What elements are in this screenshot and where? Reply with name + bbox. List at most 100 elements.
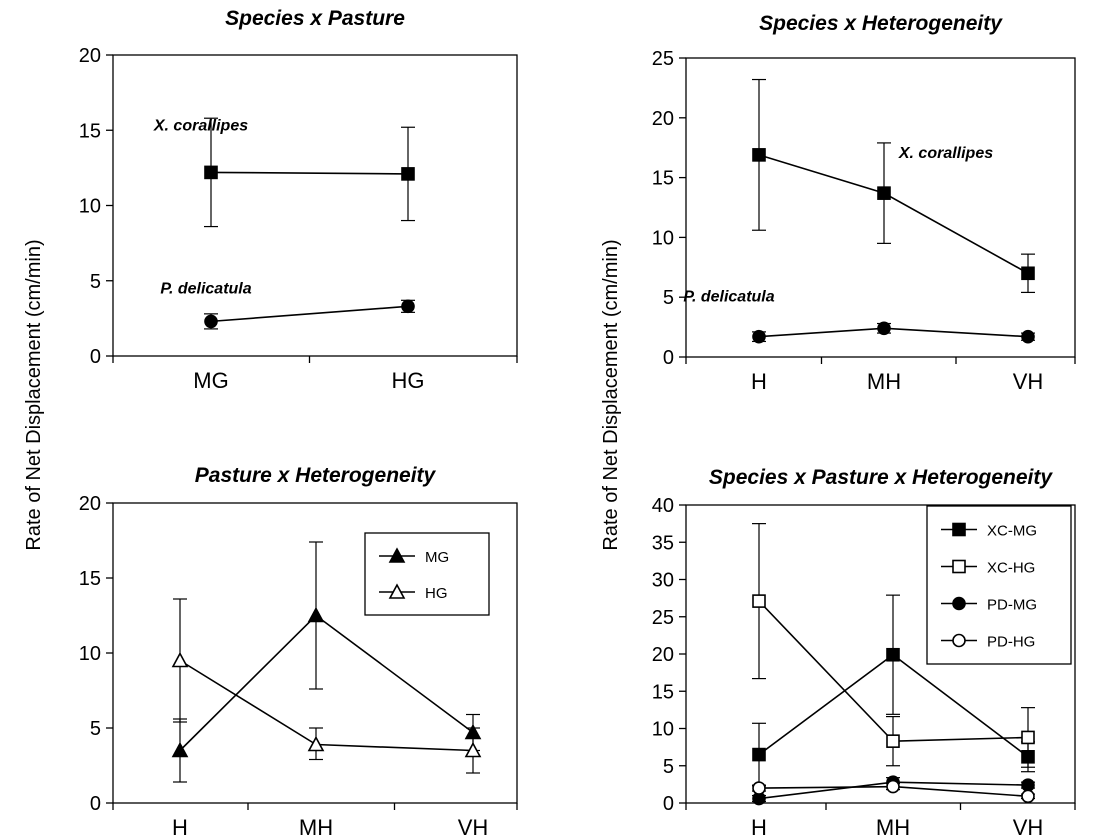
y-tick-label: 30 — [652, 570, 674, 592]
legend-label: HG — [425, 585, 448, 602]
legend-label: PD-HG — [987, 634, 1035, 651]
data-point — [877, 321, 891, 336]
panel-2: Species x Heterogeneity 0 5 10 15 20 25 H MH VH X.… — [652, 12, 1076, 394]
y-tick-label: 0 — [663, 793, 674, 815]
data-point — [886, 647, 900, 662]
series-annotation: X. corallipes — [153, 117, 248, 134]
y-tick-label: 25 — [652, 607, 674, 629]
legend-marker — [952, 596, 966, 611]
x-tick-label: MH — [299, 815, 333, 838]
x-tick-label: VH — [1013, 369, 1044, 394]
panel-4: Species x Pasture x Heterogeneity 0 5 10 15 2… — [652, 466, 1076, 838]
data-point — [752, 329, 766, 344]
series-x-corallipes — [752, 78, 1035, 294]
series-x-corallipes — [204, 117, 415, 228]
legend-label: MG — [425, 549, 449, 566]
y-tick-label: 20 — [652, 644, 674, 666]
data-point — [752, 747, 766, 762]
y-tick-label: 15 — [652, 681, 674, 703]
legend-marker — [388, 583, 406, 599]
series-hg — [171, 598, 482, 774]
y-tick-label: 10 — [79, 196, 101, 218]
legend-label: XC-MG — [987, 523, 1037, 540]
data-point — [1021, 730, 1035, 745]
x-tick-label: VH — [1013, 815, 1044, 838]
y-tick-label: 5 — [90, 271, 101, 293]
y-tick-label: 0 — [90, 346, 101, 368]
data-point — [307, 735, 325, 752]
series-p-delicatula — [752, 321, 1035, 344]
data-point — [1021, 778, 1035, 792]
y-tick-label: 10 — [79, 643, 101, 665]
panel-title: Species x Pasture x Heterogeneity — [709, 466, 1053, 489]
x-tick-label: H — [172, 815, 188, 838]
series-annotation: P. delicatula — [160, 280, 251, 297]
y-tick-label: 10 — [652, 719, 674, 741]
data-point — [464, 741, 482, 758]
x-tick-label: H — [751, 815, 767, 838]
legend-marker — [388, 547, 406, 563]
panel-1: Species x Pasture 0 5 10 15 20 MG HG X. corallip… — [79, 7, 518, 393]
y-tick-label: 20 — [652, 108, 674, 130]
plot-frame — [112, 54, 518, 357]
legend-label: XC-HG — [987, 560, 1035, 577]
data-point — [204, 314, 218, 329]
legend-marker — [952, 559, 966, 574]
y-axis-label-right: Rate of Net Displacement (cm/min) — [600, 239, 622, 550]
data-point — [171, 651, 189, 668]
panel-title: Species x Pasture — [225, 7, 405, 30]
legend-marker — [952, 522, 966, 537]
data-point — [401, 167, 415, 181]
legend-label: PD-MG — [987, 597, 1037, 614]
chart-panels: Species x Pasture 0 5 10 15 20 MG HG X. corallip… — [79, 7, 1076, 838]
series-line — [758, 327, 1029, 338]
y-tick-label: 5 — [663, 287, 674, 309]
legend: XC-MG XC-HG PD-MG PD-HG — [926, 505, 1072, 665]
y-tick-label: 15 — [79, 568, 101, 590]
x-tick-label: VH — [458, 815, 489, 838]
legend: MG HG — [364, 532, 490, 616]
series-line — [210, 171, 409, 175]
data-point — [877, 186, 891, 200]
y-axis-label-left: Rate of Net Displacement (cm/min) — [23, 239, 45, 550]
y-tick-label: 5 — [663, 756, 674, 778]
data-point — [1021, 266, 1035, 281]
series-line — [179, 659, 474, 752]
series-p-delicatula — [204, 299, 415, 330]
data-point — [752, 781, 766, 795]
y-tick-label: 25 — [652, 48, 674, 70]
data-point — [752, 148, 766, 162]
y-tick-label: 10 — [652, 227, 674, 249]
data-point — [401, 299, 415, 314]
x-tick-label: H — [751, 369, 767, 394]
y-tick-label: 5 — [90, 718, 101, 740]
x-tick-label: MH — [867, 369, 901, 394]
panel-3: Pasture x Heterogeneity 0 5 10 15 20 H MH VH MG HG — [79, 464, 518, 838]
legend-box — [364, 532, 490, 616]
series-pd-hg — [752, 779, 1035, 804]
series-xc-mg — [752, 594, 1035, 787]
data-point — [752, 594, 766, 608]
x-tick-label: MH — [876, 815, 910, 838]
y-tick-label: 15 — [79, 120, 101, 142]
y-tick-label: 15 — [652, 168, 674, 190]
series-line — [179, 614, 474, 752]
series-annotation: P. delicatula — [683, 289, 774, 306]
y-tick-label: 40 — [652, 495, 674, 517]
y-tick-label: 20 — [79, 493, 101, 515]
data-point — [307, 606, 325, 623]
data-point — [1021, 789, 1035, 804]
panel-title: Species x Heterogeneity — [759, 12, 1003, 35]
x-tick-label: HG — [392, 368, 425, 393]
data-point — [886, 779, 900, 794]
series-line — [758, 154, 1029, 274]
data-point — [204, 165, 218, 180]
series-xc-hg — [752, 523, 1035, 768]
series-line — [210, 305, 409, 323]
plot-frame — [685, 57, 1076, 358]
legend-box — [926, 505, 1072, 665]
y-tick-label: 0 — [663, 347, 674, 369]
panel-title: Pasture x Heterogeneity — [195, 464, 437, 487]
y-tick-label: 20 — [79, 45, 101, 67]
